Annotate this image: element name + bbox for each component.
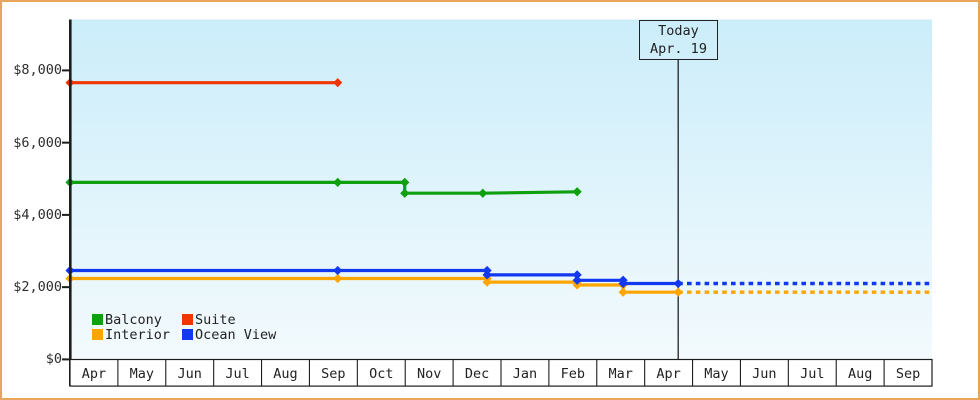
y-tick-label: $2,000 <box>13 279 62 296</box>
month-label-16-jul: Jul <box>800 366 825 382</box>
legend-swatch-icon <box>182 329 193 340</box>
month-label-8-nov: Nov <box>416 366 442 382</box>
month-label-14-may: May <box>704 366 729 382</box>
data-point-suite <box>333 78 343 88</box>
data-point-balcony <box>400 188 410 198</box>
legend-label: Ocean View <box>195 326 277 343</box>
data-point-interior <box>333 273 343 284</box>
data-point-balcony <box>400 177 410 187</box>
data-point-ocean-view <box>618 278 628 289</box>
legend-label: Suite <box>195 311 236 328</box>
data-point-balcony <box>333 177 343 187</box>
month-label-4-jul: Jul <box>225 366 250 382</box>
month-label-1-apr: Apr <box>81 366 107 382</box>
data-point-balcony <box>478 188 488 198</box>
y-tick-label: $4,000 <box>13 206 62 223</box>
data-point-interior <box>673 287 683 297</box>
month-label-2-may: May <box>129 366 154 382</box>
series-line-balcony <box>70 180 578 195</box>
data-point-interior <box>572 280 582 290</box>
legend-item-interior: Interior <box>92 327 182 343</box>
month-label-5-aug: Aug <box>273 366 298 382</box>
plot-background <box>71 19 932 360</box>
month-label-6-sep: Sep <box>321 366 346 382</box>
y-tick-label: $0 <box>45 351 62 368</box>
month-label-13-apr: Apr <box>656 366 681 382</box>
data-point-ocean-view <box>333 265 343 276</box>
legend-row: Balcony Suite <box>92 312 272 328</box>
y-axis-line <box>69 19 72 386</box>
month-label-11-feb: Feb <box>560 366 585 382</box>
y-tick-label: $6,000 <box>13 134 62 151</box>
legend-label: Interior <box>105 326 171 343</box>
month-label-9-dec: Dec <box>464 366 490 382</box>
y-axis-tick <box>62 286 70 289</box>
data-point-balcony <box>572 187 582 197</box>
legend-swatch-icon <box>182 314 193 325</box>
data-point-ocean-view <box>572 270 582 280</box>
y-tick-label: $8,000 <box>13 62 62 79</box>
today-label: Today <box>658 23 699 39</box>
y-axis-tick <box>62 69 70 72</box>
y-axis-tick <box>62 141 70 144</box>
legend-label: Balcony <box>105 311 162 328</box>
legend-item-balcony: Balcony <box>92 312 182 328</box>
today-annotation-box: Today Apr. 19 <box>639 20 718 60</box>
data-point-ocean-view <box>673 278 683 289</box>
legend-item-suite: Suite <box>182 312 272 328</box>
month-label-15-jun: Jun <box>752 366 777 382</box>
month-label-10-jan: Jan <box>512 366 538 382</box>
legend-swatch-icon <box>92 329 103 340</box>
data-point-interior <box>618 287 628 297</box>
month-label-12-mar: Mar <box>608 366 633 382</box>
month-label-17-aug: Aug <box>847 366 873 382</box>
month-label-3-jun: Jun <box>177 366 202 382</box>
legend: Balcony Suite Interior Ocean View <box>92 312 276 343</box>
data-point-ocean-view <box>572 275 582 285</box>
today-date: Apr. 19 <box>650 41 707 57</box>
month-label-7-oct: Oct <box>369 366 394 382</box>
legend-swatch-icon <box>92 314 103 325</box>
legend-row: Interior Ocean View <box>92 327 276 343</box>
y-axis-tick <box>62 213 70 216</box>
y-axis-tick <box>62 358 70 361</box>
legend-item-ocean-view: Ocean View <box>182 327 276 343</box>
data-point-ocean-view <box>482 270 492 280</box>
month-label-18-sep: Sep <box>895 366 921 382</box>
data-point-interior <box>482 277 492 287</box>
